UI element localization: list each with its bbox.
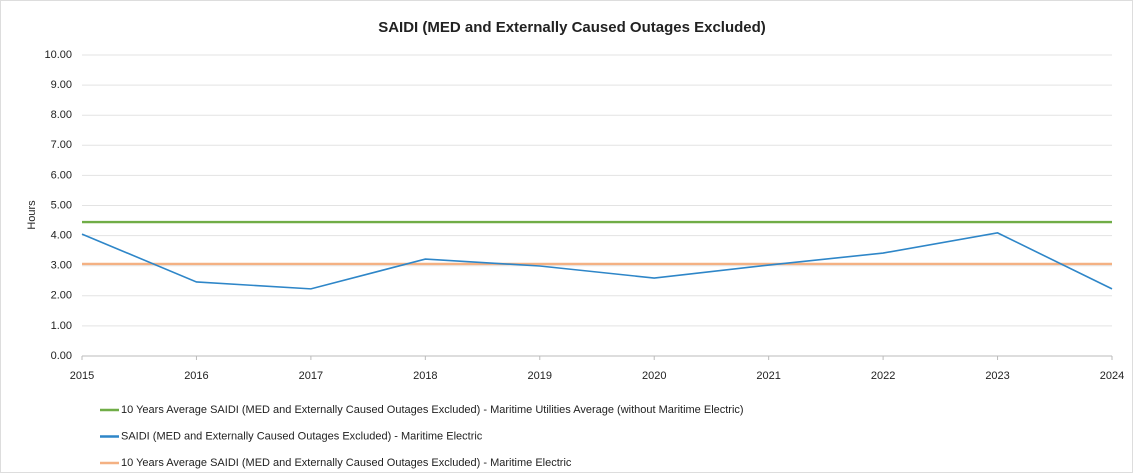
- y-tick-label: 3.00: [51, 260, 72, 272]
- x-tick-label: 2021: [756, 370, 780, 382]
- legend-label: SAIDI (MED and Externally Caused Outages…: [121, 430, 483, 442]
- y-tick-label: 2.00: [51, 290, 72, 302]
- legend-label: 10 Years Average SAIDI (MED and External…: [121, 457, 572, 469]
- y-tick-label: 8.00: [51, 109, 72, 121]
- y-tick-label: 0.00: [51, 350, 72, 362]
- x-tick-label: 2017: [299, 370, 323, 382]
- y-tick-label: 4.00: [51, 230, 72, 242]
- x-tick-label: 2020: [642, 370, 666, 382]
- x-tick-label: 2019: [528, 370, 552, 382]
- legend-label: 10 Years Average SAIDI (MED and External…: [121, 404, 744, 416]
- x-tick-label: 2016: [184, 370, 208, 382]
- series-line: [81, 232, 1113, 290]
- y-axis-label: Hours: [26, 200, 38, 230]
- x-tick-label: 2018: [413, 370, 437, 382]
- y-tick-label: 6.00: [51, 169, 72, 181]
- y-tick-label: 7.00: [51, 139, 72, 151]
- x-tick-label: 2023: [985, 370, 1009, 382]
- x-tick-label: 2024: [1100, 370, 1124, 382]
- y-tick-label: 10.00: [44, 49, 72, 61]
- y-tick-label: 1.00: [51, 320, 72, 332]
- y-tick-label: 5.00: [51, 199, 72, 211]
- x-tick-label: 2022: [871, 370, 895, 382]
- x-tick-label: 2015: [70, 370, 94, 382]
- y-tick-label: 9.00: [51, 79, 72, 91]
- chart-title: SAIDI (MED and Externally Caused Outages…: [378, 19, 766, 36]
